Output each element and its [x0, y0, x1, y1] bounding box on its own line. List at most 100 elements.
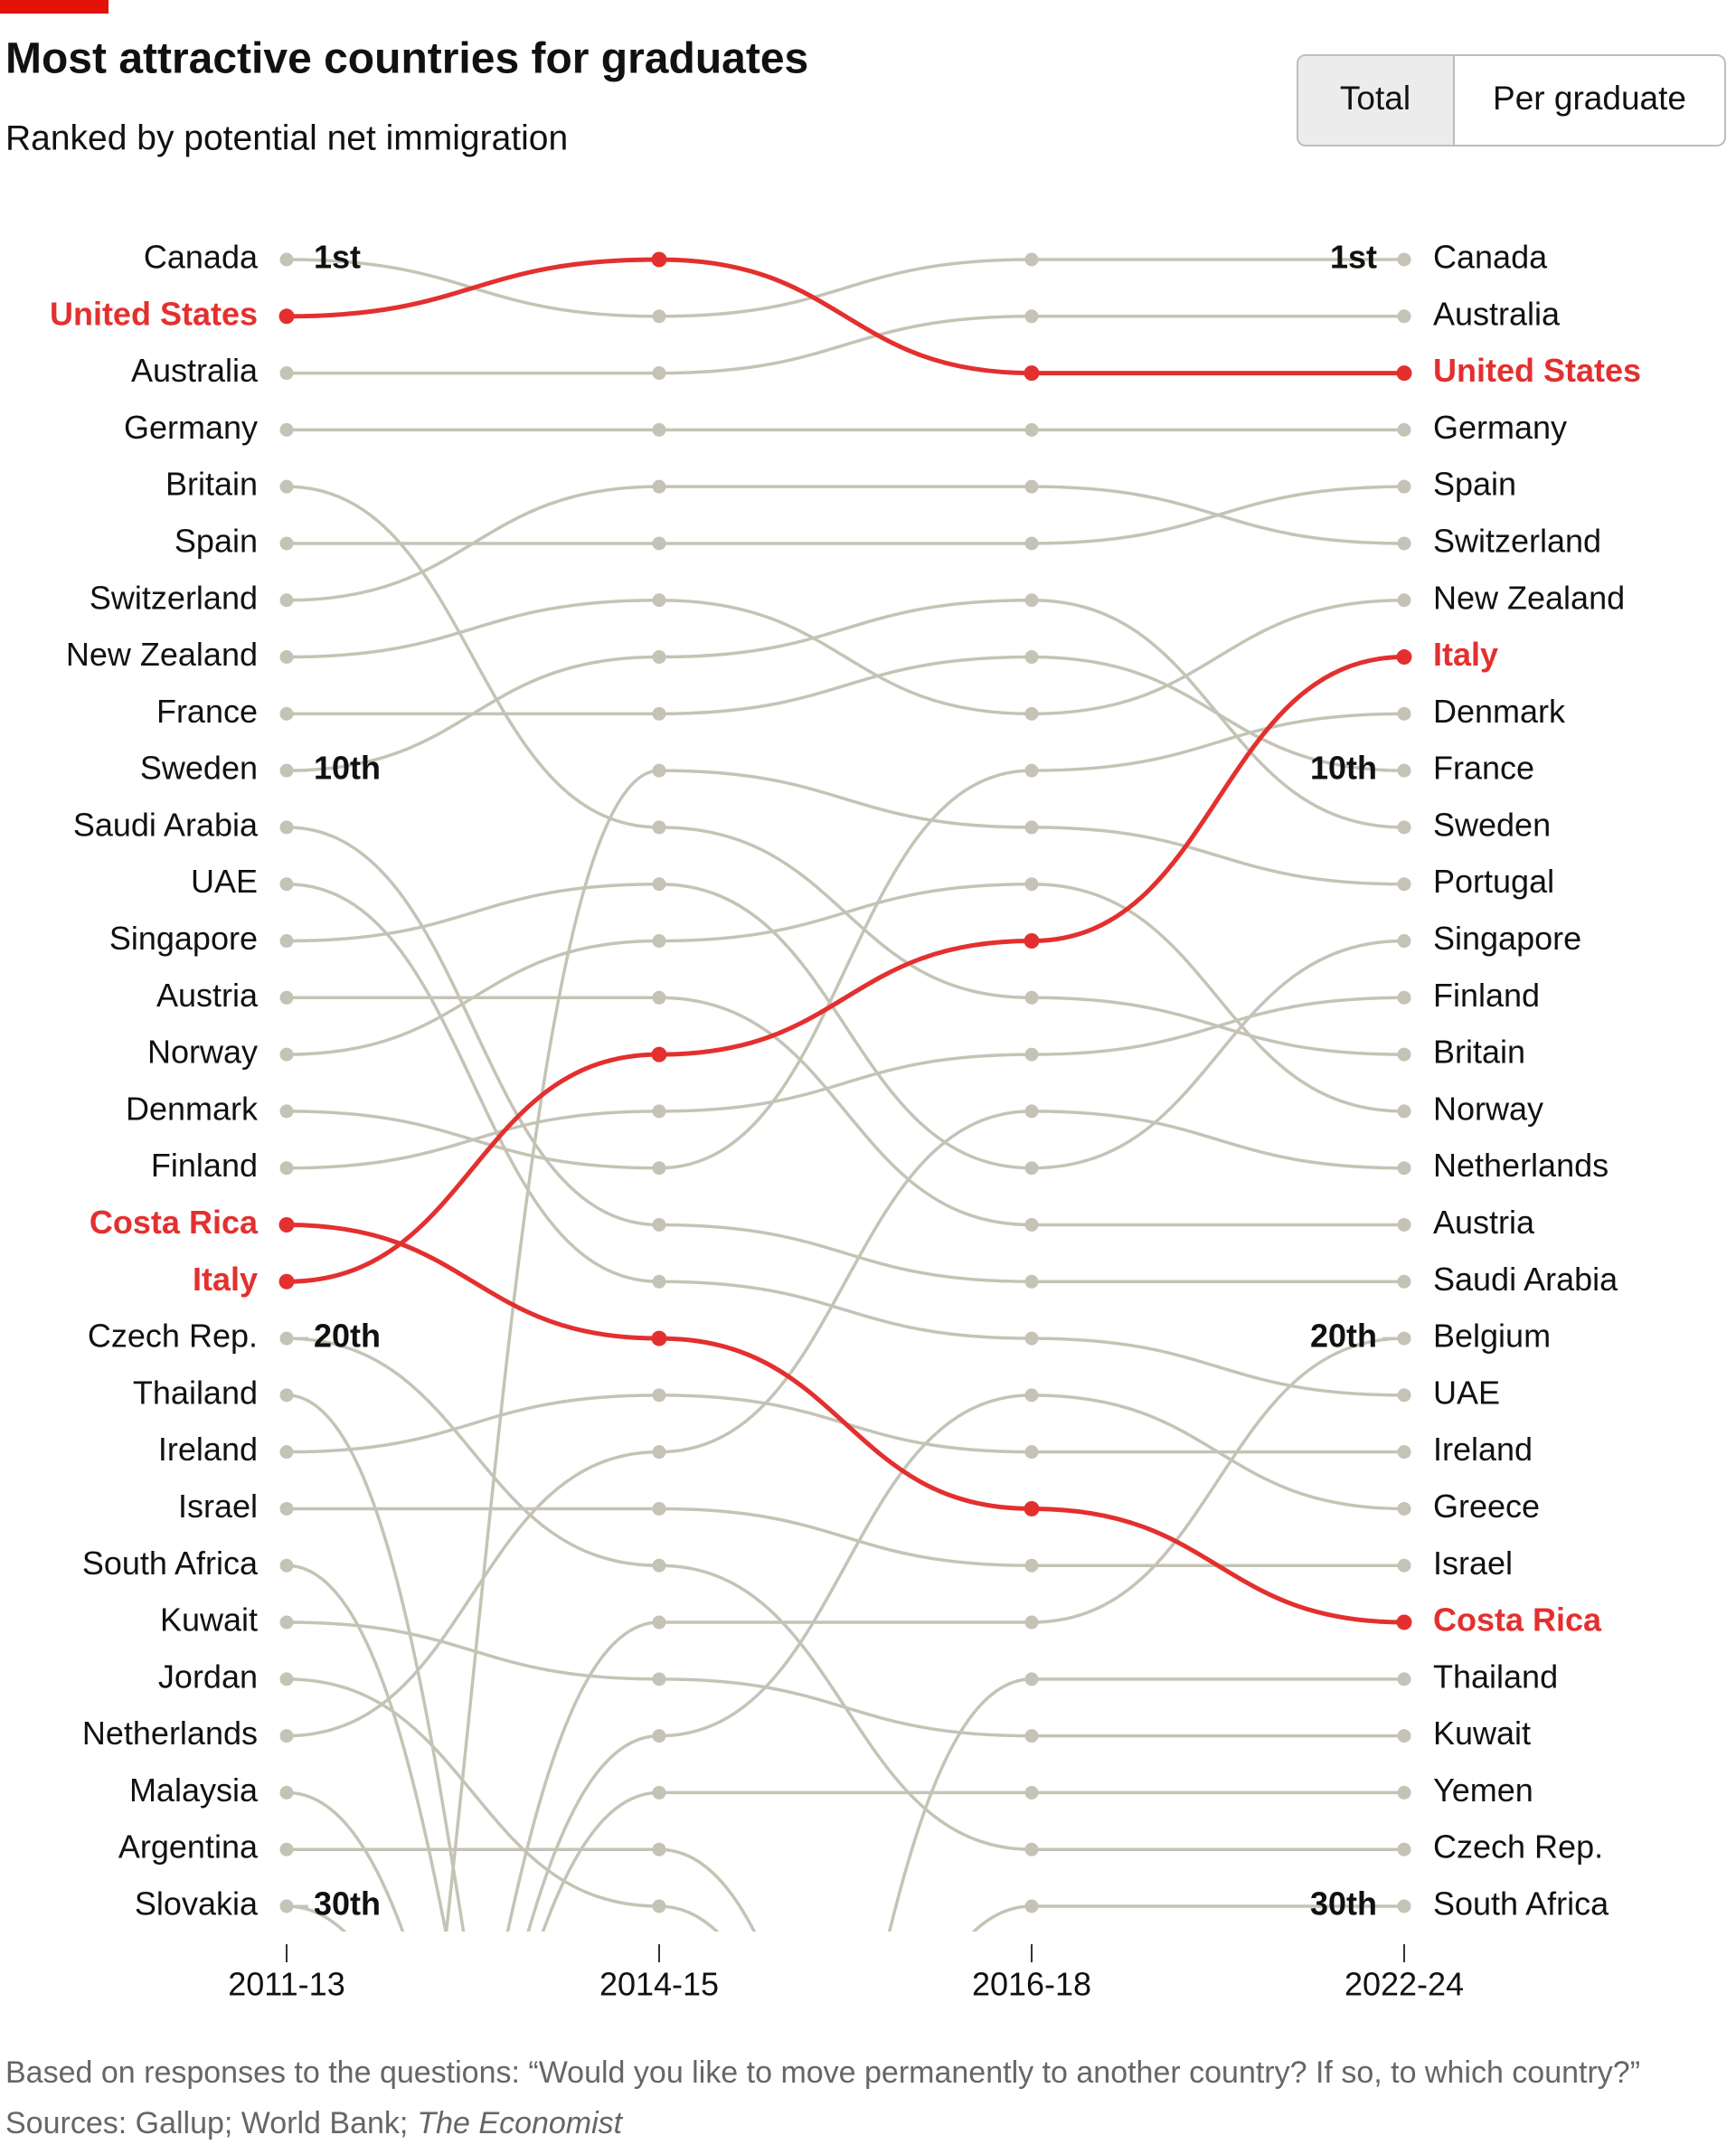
rank-dot [652, 309, 666, 324]
rank-dot [278, 308, 295, 325]
rank-line [658, 1223, 1033, 1284]
rank-dot [652, 1729, 666, 1743]
rank-dot [652, 990, 666, 1005]
rank-dot [652, 1274, 666, 1289]
rank-dot [652, 1785, 666, 1800]
rank-dot [652, 1899, 666, 1913]
country-label: Denmark [1433, 693, 1566, 730]
country-label: Sweden [140, 750, 258, 787]
rank-line [1031, 1337, 1405, 1397]
country-label: Spain [1433, 466, 1516, 503]
rank-dot [652, 1501, 666, 1516]
rank-dot [652, 1615, 666, 1630]
plot [286, 257, 1405, 1932]
rank-dot [279, 593, 294, 608]
rank-dot [1024, 877, 1039, 892]
rank-dot [279, 1842, 294, 1856]
country-label: Italy [193, 1261, 258, 1298]
rank-line [1031, 599, 1405, 716]
country-label: Ireland [158, 1431, 258, 1468]
rank-dot [1397, 990, 1411, 1005]
y-tick-label: 20th [1310, 1318, 1377, 1355]
country-label: Singapore [1433, 920, 1581, 957]
rank-line [286, 655, 660, 772]
rank-dot [1397, 763, 1411, 778]
country-label: Saudi Arabia [1433, 1261, 1618, 1298]
rank-dot [652, 1842, 666, 1856]
rank-dot [1024, 479, 1039, 494]
country-label: Argentina [118, 1828, 259, 1866]
rank-line [1031, 939, 1405, 1170]
rank-dot [1024, 1558, 1039, 1573]
rank-line [1031, 1506, 1405, 1625]
rank-dot [1397, 536, 1411, 551]
toggle-option[interactable]: Per graduate [1493, 80, 1686, 117]
rank-dot [1024, 1331, 1039, 1346]
rank-dot [1397, 1388, 1411, 1403]
country-label: France [1433, 750, 1534, 787]
rank-dot [651, 1046, 667, 1063]
rank-dot [279, 1558, 294, 1573]
toggle-selected[interactable] [1298, 56, 1454, 145]
country-label: Czech Rep. [1433, 1828, 1603, 1866]
country-label: Israel [1433, 1545, 1513, 1582]
rank-dot [279, 990, 294, 1005]
rank-dot [652, 1217, 666, 1232]
country-label: Finland [1433, 977, 1540, 1014]
rank-line [1031, 1337, 1405, 1624]
rank-dot [279, 1672, 294, 1686]
country-label: Malaysia [129, 1771, 259, 1809]
rank-dot [1397, 1899, 1411, 1913]
rank-dot [279, 1785, 294, 1800]
rank-dot [1397, 252, 1411, 267]
footnote: Based on responses to the questions: “Wo… [5, 2055, 1640, 2090]
rank-line [286, 1393, 466, 1932]
rank-dot [652, 1104, 666, 1119]
rank-dot [1397, 934, 1411, 949]
country-label: UAE [191, 863, 258, 900]
rank-line [658, 882, 1033, 943]
country-label: Switzerland [90, 579, 258, 616]
rank-dot [1397, 1785, 1411, 1800]
rank-dot [1024, 1161, 1039, 1176]
rank-dot [1024, 933, 1040, 949]
rank-dot [652, 820, 666, 835]
country-label: Germany [124, 409, 258, 446]
rank-dot [1024, 536, 1039, 551]
country-label: New Zealand [66, 636, 258, 673]
rank-dot [1024, 365, 1040, 382]
rank-line [658, 996, 1033, 1227]
rank-dot [279, 1615, 294, 1630]
country-label: Kuwait [160, 1601, 258, 1639]
rank-line [658, 769, 1033, 1170]
rank-line [526, 1734, 660, 1932]
toggle-option[interactable]: Total [1340, 80, 1410, 117]
rank-dot [652, 1388, 666, 1403]
rank-line [286, 599, 660, 659]
country-label: Jordan [158, 1658, 258, 1695]
rank-line [658, 1280, 1033, 1340]
brand-bar [0, 0, 108, 14]
rank-dot [1397, 1729, 1411, 1743]
rank-dot [652, 1672, 666, 1686]
country-label: Australia [131, 352, 259, 389]
rank-line [658, 315, 1033, 375]
rank-line [286, 1564, 448, 1932]
country-label: United States [50, 295, 258, 332]
rank-line [541, 1790, 660, 1932]
rank-dot [1024, 1729, 1039, 1743]
rank-line [1031, 882, 1405, 1113]
rank-line [1031, 826, 1405, 886]
country-label: Norway [1433, 1090, 1543, 1127]
rank-line [286, 1620, 660, 1681]
rank-line [286, 1222, 660, 1341]
rank-dot [278, 1216, 295, 1233]
rank-dot [1024, 1047, 1039, 1062]
country-label: Portugal [1433, 863, 1554, 900]
rank-dot [1397, 1842, 1411, 1856]
country-label: UAE [1433, 1374, 1500, 1411]
rank-line [286, 826, 660, 1227]
rank-dot [279, 1445, 294, 1460]
country-label: Britain [1433, 1034, 1525, 1071]
rank-dot [279, 1729, 294, 1743]
